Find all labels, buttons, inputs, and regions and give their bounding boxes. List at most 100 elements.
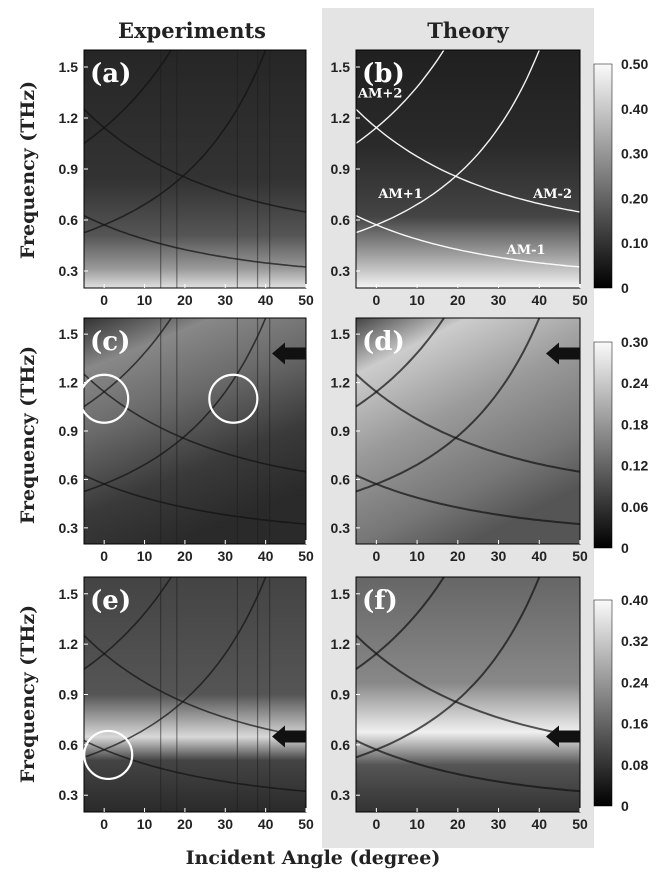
heatmap-f: [356, 577, 580, 812]
heatmap-d: [356, 318, 580, 544]
y-tick-label: 0.6: [59, 471, 79, 487]
colorbar-tick-b: 0.40: [621, 101, 648, 117]
x-tick-label: 50: [298, 548, 314, 564]
colorbar-tick-b: 0.10: [621, 235, 648, 251]
x-tick-label: 40: [531, 548, 547, 564]
arrow-marker-e: [272, 725, 306, 748]
mode-lines-d: [356, 318, 580, 526]
y-tick-label: 0.6: [59, 212, 79, 228]
panel-f: (f) 0.3 0.6 0.9 1.2 1.5 0 10 20 30 40 50: [331, 576, 588, 832]
y-tick-label: 0.9: [331, 161, 351, 177]
highlight-circle-c-0: [79, 373, 130, 424]
mode-curve-c-3: [84, 318, 173, 408]
x-tick-label: 0: [372, 548, 380, 564]
y-tick-label: 0.9: [59, 423, 79, 439]
mode-curve-d-1: [356, 318, 541, 493]
x-tick-label: 20: [177, 548, 193, 564]
colorbar-tick-b: 0.30: [621, 146, 648, 162]
arrow-marker-f: [546, 725, 580, 748]
y-tick-label: 0.6: [59, 737, 79, 753]
mode-curve-a-0: [84, 214, 306, 268]
mode-label-amminus2: AM-2: [532, 187, 572, 202]
mode-curve-c-1: [84, 318, 267, 493]
x-tick-label: 20: [177, 816, 193, 832]
colorbar-tick-f: 0.24: [621, 674, 648, 690]
colorbar-tick-f: 0.40: [621, 592, 648, 608]
mode-lines-a: [84, 50, 306, 288]
mode-label-amplus1: AM+1: [377, 187, 422, 202]
y-tick-label: 1.5: [331, 326, 351, 342]
mode-curve-a-1: [84, 50, 267, 234]
mode-lines-b: [356, 50, 580, 268]
mode-curve-e-1: [84, 577, 267, 759]
x-tick-label: 10: [409, 292, 425, 308]
x-tick-label: 30: [491, 548, 507, 564]
x-tick-label: 0: [100, 548, 108, 564]
x-tick-label: 50: [572, 548, 588, 564]
x-tick-label: 30: [491, 816, 507, 832]
x-tick-label: 40: [258, 292, 274, 308]
mode-curve-d-0: [356, 474, 580, 526]
mode-curve-b-2: [356, 108, 580, 213]
mode-curve-b-0: [356, 214, 580, 268]
y-tick-label: 1.2: [331, 110, 351, 126]
colorbar-b: [593, 63, 613, 289]
x-tick-label: 40: [531, 816, 547, 832]
colorbar-tick-d: 0.12: [621, 458, 648, 474]
mode-curve-f-0: [356, 739, 580, 793]
colorbar-tick-f: 0.32: [621, 633, 648, 649]
x-tick-label: 0: [372, 816, 380, 832]
x-tick-label: 10: [137, 816, 153, 832]
colorbar-tick-f: 0: [621, 798, 629, 814]
y-tick-label: 0.6: [331, 212, 351, 228]
colorbar-tick-d: 0.18: [621, 416, 648, 432]
x-tick-label: 20: [450, 816, 466, 832]
heatmap-c: [84, 318, 306, 544]
x-tick-label: 50: [572, 816, 588, 832]
x-tick-label: 0: [100, 292, 108, 308]
colorbar-tick-f: 0.16: [621, 716, 648, 732]
panel-a: (a) 0.3 0.6 0.9 1.2 1.5 0 10 20 30 40 50: [59, 49, 314, 308]
x-tick-label: 30: [217, 816, 233, 832]
x-tick-label: 0: [100, 816, 108, 832]
y-tick-label: 0.6: [331, 737, 351, 753]
colorbar-tick-d: 0.24: [621, 375, 648, 391]
x-tick-label: 20: [450, 292, 466, 308]
mode-curve-e-3: [84, 577, 173, 670]
mode-curve-d-3: [356, 318, 446, 408]
y-tick-label: 1.5: [59, 586, 79, 602]
mode-curve-e-2: [84, 634, 306, 738]
y-axis-label-row1: Frequency (THz): [17, 81, 39, 259]
x-tick-label: 0: [372, 292, 380, 308]
x-tick-label: 30: [491, 292, 507, 308]
x-tick-label: 10: [409, 816, 425, 832]
mode-curve-d-2: [356, 373, 580, 473]
panel-label-c: (c): [90, 327, 130, 357]
mode-curve-a-3: [84, 50, 173, 144]
panel-label-b: (b): [362, 59, 405, 89]
y-tick-label: 1.2: [331, 375, 351, 391]
mode-curve-c-2: [84, 373, 306, 473]
colorbar-d: [593, 341, 613, 549]
colorbar-tick-b: 0: [621, 280, 629, 296]
mode-lines-e: [84, 577, 306, 812]
heatmap-e: [84, 577, 306, 812]
x-tick-label: 50: [572, 292, 588, 308]
y-tick-label: 0.3: [331, 520, 351, 536]
colorbars: 0.50 0.40 0.30 0.20 0.10 0 0.30 0.24 0.18 0.12 0.0…: [593, 56, 648, 814]
y-tick-label: 1.2: [59, 636, 79, 652]
x-tick-label: 10: [409, 548, 425, 564]
mode-lines-f: [356, 577, 580, 793]
panel-b: (b) 0.3 0.6 0.9 1.2 1.5 0 10 20 30 40 50 AM+2 AM+1 AM-…: [331, 49, 588, 308]
x-tick-label: 40: [531, 292, 547, 308]
y-tick-label: 0.9: [331, 687, 351, 703]
y-tick-label: 1.2: [59, 110, 79, 126]
y-tick-label: 1.2: [59, 375, 79, 391]
mode-curve-a-2: [84, 108, 306, 213]
panel-label-e: (e): [90, 586, 131, 616]
y-tick-label: 0.6: [331, 471, 351, 487]
mode-curve-c-0: [84, 474, 306, 525]
mode-curve-f-3: [356, 577, 446, 670]
colorbar-tick-d: 0.06: [621, 499, 648, 515]
